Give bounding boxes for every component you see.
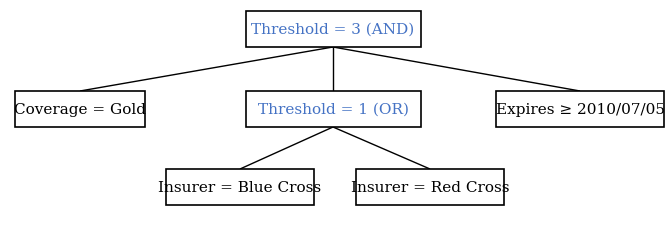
Text: Insurer = Blue Cross: Insurer = Blue Cross bbox=[159, 180, 322, 194]
FancyBboxPatch shape bbox=[166, 169, 314, 205]
Text: Coverage = Gold: Coverage = Gold bbox=[14, 103, 146, 116]
FancyBboxPatch shape bbox=[496, 92, 664, 128]
FancyBboxPatch shape bbox=[246, 12, 420, 48]
FancyBboxPatch shape bbox=[15, 92, 145, 128]
Text: Threshold = 3 (AND): Threshold = 3 (AND) bbox=[251, 23, 415, 37]
Text: Expires ≥ 2010/07/05: Expires ≥ 2010/07/05 bbox=[496, 103, 665, 116]
Text: Insurer = Red Cross: Insurer = Red Cross bbox=[351, 180, 509, 194]
FancyBboxPatch shape bbox=[246, 92, 420, 128]
Text: Threshold = 1 (OR): Threshold = 1 (OR) bbox=[258, 103, 408, 116]
FancyBboxPatch shape bbox=[356, 169, 504, 205]
